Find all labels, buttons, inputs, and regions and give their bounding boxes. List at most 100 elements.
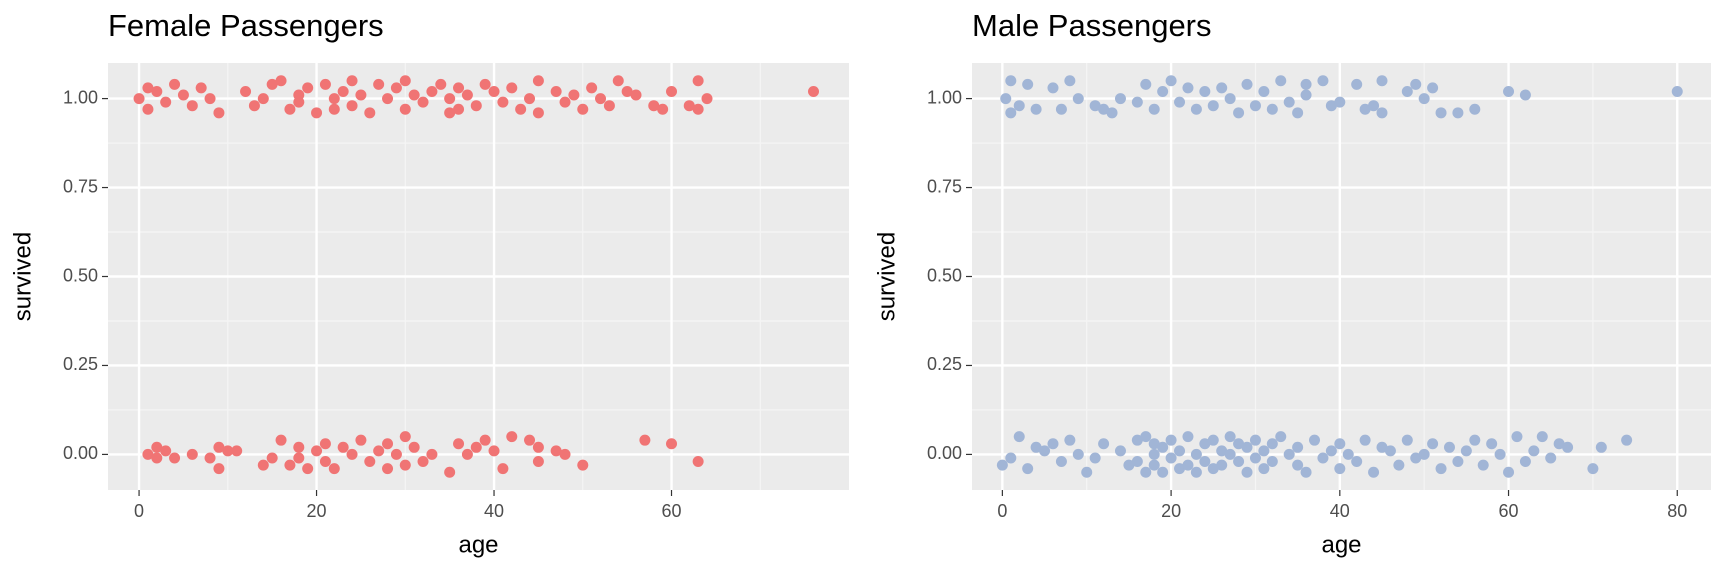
y-tick-label: 0.50 bbox=[927, 265, 962, 285]
point bbox=[1519, 89, 1531, 101]
point bbox=[160, 96, 172, 108]
point bbox=[550, 445, 562, 457]
point bbox=[133, 93, 145, 105]
point bbox=[1047, 82, 1059, 94]
point bbox=[639, 434, 651, 446]
point bbox=[1519, 456, 1531, 468]
point bbox=[559, 448, 571, 460]
point bbox=[1401, 85, 1413, 97]
x-tick-label: 40 bbox=[1330, 501, 1350, 521]
point bbox=[373, 78, 385, 90]
point bbox=[1325, 100, 1337, 112]
point bbox=[1587, 463, 1599, 475]
x-tick-label: 80 bbox=[1667, 501, 1687, 521]
point bbox=[213, 441, 225, 453]
panel: Female Passengers 0 20 40 60 0.00 0.25 0.50 0.75… bbox=[9, 8, 849, 558]
point bbox=[444, 466, 456, 478]
point bbox=[1190, 466, 1202, 478]
point bbox=[1182, 82, 1194, 94]
point bbox=[1072, 93, 1084, 105]
point bbox=[328, 463, 340, 475]
point bbox=[311, 107, 323, 119]
point bbox=[1190, 103, 1202, 115]
point bbox=[1334, 438, 1346, 450]
point bbox=[1022, 463, 1034, 475]
point bbox=[657, 103, 669, 115]
point bbox=[1013, 100, 1025, 112]
point bbox=[497, 463, 509, 475]
point bbox=[1275, 75, 1287, 87]
point bbox=[488, 85, 500, 97]
y-tick-label: 0.75 bbox=[927, 176, 962, 196]
point bbox=[1207, 434, 1219, 446]
point bbox=[257, 93, 269, 105]
point bbox=[524, 93, 536, 105]
point bbox=[346, 448, 358, 460]
point bbox=[1233, 107, 1245, 119]
point bbox=[1081, 466, 1093, 478]
point bbox=[1266, 103, 1278, 115]
point bbox=[1469, 103, 1481, 115]
point bbox=[293, 96, 305, 108]
point bbox=[1300, 466, 1312, 478]
point bbox=[275, 75, 287, 87]
point bbox=[559, 96, 571, 108]
point bbox=[1452, 456, 1464, 468]
point bbox=[808, 85, 820, 97]
point bbox=[1013, 431, 1025, 443]
point bbox=[1123, 459, 1135, 471]
point bbox=[169, 452, 181, 464]
point bbox=[479, 434, 491, 446]
point bbox=[426, 448, 438, 460]
y-tick-label: 0.00 bbox=[927, 443, 962, 463]
point bbox=[435, 78, 447, 90]
point bbox=[1418, 448, 1430, 460]
x-axis-title: age bbox=[458, 531, 498, 558]
point bbox=[1283, 448, 1295, 460]
y-tick-label: 0.75 bbox=[63, 176, 98, 196]
point bbox=[1562, 441, 1574, 453]
point bbox=[399, 431, 411, 443]
point bbox=[186, 100, 198, 112]
point bbox=[506, 431, 518, 443]
point bbox=[337, 441, 349, 453]
point bbox=[1131, 96, 1143, 108]
x-tick-label: 20 bbox=[1161, 501, 1181, 521]
point bbox=[568, 89, 580, 101]
point bbox=[1165, 452, 1177, 464]
point bbox=[444, 93, 456, 105]
y-axis-title: survived bbox=[9, 232, 36, 321]
point bbox=[603, 100, 615, 112]
point bbox=[1098, 438, 1110, 450]
x-tick-label: 0 bbox=[997, 501, 1007, 521]
point bbox=[1064, 75, 1076, 87]
point bbox=[355, 434, 367, 446]
point bbox=[1503, 466, 1515, 478]
point bbox=[284, 459, 296, 471]
point bbox=[169, 78, 181, 90]
point bbox=[346, 75, 358, 87]
point bbox=[302, 463, 314, 475]
point bbox=[1148, 448, 1160, 460]
point bbox=[1030, 103, 1042, 115]
point bbox=[595, 93, 607, 105]
point bbox=[293, 441, 305, 453]
x-tick-label: 60 bbox=[661, 501, 681, 521]
point bbox=[1460, 445, 1472, 457]
y-tick-label: 0.25 bbox=[927, 354, 962, 374]
point bbox=[1182, 431, 1194, 443]
point bbox=[1224, 431, 1236, 443]
point bbox=[408, 89, 420, 101]
point bbox=[1216, 82, 1228, 94]
point bbox=[1064, 434, 1076, 446]
point bbox=[470, 100, 482, 112]
point bbox=[266, 452, 278, 464]
point bbox=[1140, 78, 1152, 90]
point bbox=[1595, 441, 1607, 453]
point bbox=[479, 78, 491, 90]
point bbox=[1283, 96, 1295, 108]
point bbox=[1005, 452, 1017, 464]
point bbox=[382, 463, 394, 475]
x-tick-label: 40 bbox=[484, 501, 504, 521]
